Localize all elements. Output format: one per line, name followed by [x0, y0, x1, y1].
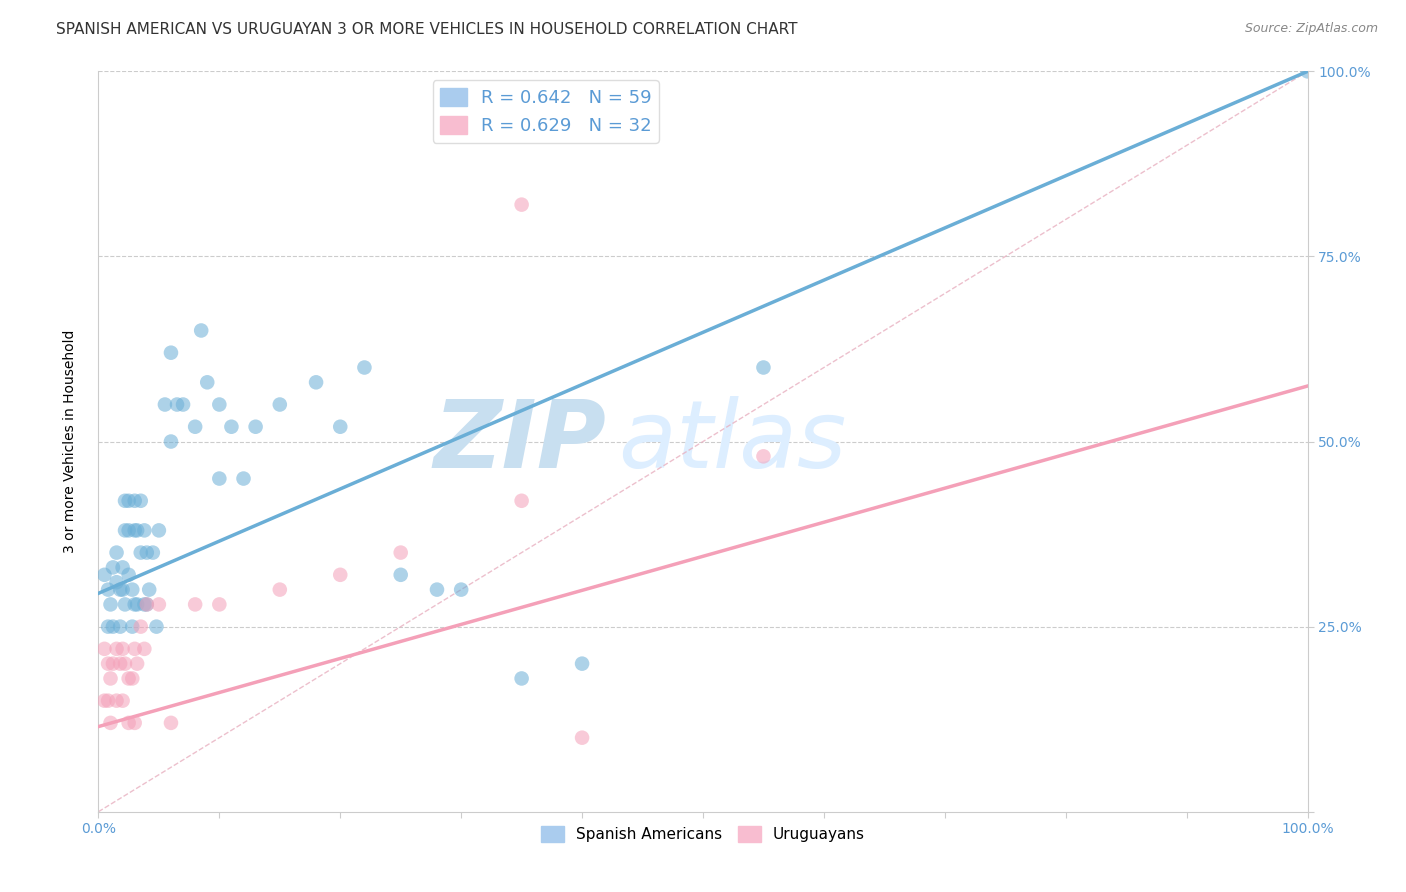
Point: [129, 546, 152, 560]
Point: [97, 619, 120, 633]
Point: [148, 524, 170, 538]
Point: [135, 598, 157, 612]
Point: [134, 641, 156, 656]
Point: [111, 694, 134, 708]
Point: [571, 731, 593, 745]
Point: [114, 493, 136, 508]
Point: [245, 419, 267, 434]
Point: [329, 419, 352, 434]
Point: [108, 619, 131, 633]
Point: [353, 360, 375, 375]
Point: [142, 546, 165, 560]
Point: [184, 598, 207, 612]
Point: [134, 598, 156, 612]
Point: [114, 598, 136, 612]
Point: [111, 641, 134, 656]
Point: [100, 672, 122, 686]
Point: [129, 493, 152, 508]
Point: [510, 672, 533, 686]
Point: [190, 324, 212, 338]
Point: [135, 546, 157, 560]
Point: [124, 598, 146, 612]
Point: [124, 493, 146, 508]
Point: [108, 582, 131, 597]
Point: [195, 376, 218, 390]
Point: [97, 694, 120, 708]
Point: [101, 619, 124, 633]
Point: [138, 582, 160, 597]
Point: [166, 398, 188, 412]
Point: [121, 672, 143, 686]
Point: [93, 567, 115, 582]
Point: [93, 641, 115, 656]
Point: [160, 715, 183, 730]
Point: [752, 450, 775, 464]
Point: [101, 657, 124, 671]
Point: [124, 524, 146, 538]
Point: [118, 715, 141, 730]
Point: [105, 575, 128, 590]
Point: [111, 560, 134, 574]
Point: [145, 619, 167, 633]
Point: [752, 360, 775, 375]
Point: [118, 672, 141, 686]
Point: [389, 567, 412, 582]
Point: [221, 419, 243, 434]
Point: [450, 582, 472, 597]
Point: [108, 657, 131, 671]
Point: [135, 598, 157, 612]
Text: Source: ZipAtlas.com: Source: ZipAtlas.com: [1244, 22, 1378, 36]
Legend: Spanish Americans, Uruguayans: Spanish Americans, Uruguayans: [536, 821, 870, 848]
Point: [1296, 64, 1319, 78]
Point: [127, 657, 149, 671]
Point: [510, 493, 533, 508]
Point: [101, 560, 124, 574]
Point: [105, 694, 128, 708]
Point: [134, 524, 156, 538]
Point: [97, 582, 120, 597]
Point: [510, 197, 533, 211]
Point: [269, 398, 291, 412]
Point: [127, 524, 149, 538]
Point: [208, 398, 231, 412]
Point: [124, 641, 146, 656]
Point: [121, 582, 143, 597]
Point: [208, 471, 231, 485]
Point: [329, 567, 352, 582]
Point: [172, 398, 194, 412]
Point: [105, 546, 128, 560]
Point: [124, 715, 146, 730]
Point: [121, 619, 143, 633]
Point: [571, 657, 593, 671]
Point: [118, 567, 141, 582]
Y-axis label: 3 or more Vehicles in Household: 3 or more Vehicles in Household: [63, 330, 77, 553]
Point: [114, 524, 136, 538]
Point: [148, 598, 170, 612]
Point: [127, 598, 149, 612]
Point: [111, 582, 134, 597]
Point: [97, 657, 120, 671]
Point: [153, 398, 176, 412]
Point: [305, 376, 328, 390]
Point: [160, 434, 183, 449]
Point: [160, 345, 183, 359]
Point: [184, 419, 207, 434]
Point: [93, 694, 115, 708]
Text: ZIP: ZIP: [433, 395, 606, 488]
Text: SPANISH AMERICAN VS URUGUAYAN 3 OR MORE VEHICLES IN HOUSEHOLD CORRELATION CHART: SPANISH AMERICAN VS URUGUAYAN 3 OR MORE …: [56, 22, 797, 37]
Point: [118, 524, 141, 538]
Point: [208, 598, 231, 612]
Point: [269, 582, 291, 597]
Point: [389, 546, 412, 560]
Point: [129, 619, 152, 633]
Point: [118, 493, 141, 508]
Point: [232, 471, 254, 485]
Point: [114, 657, 136, 671]
Point: [105, 641, 128, 656]
Text: atlas: atlas: [619, 396, 846, 487]
Point: [100, 715, 122, 730]
Point: [100, 598, 122, 612]
Point: [426, 582, 449, 597]
